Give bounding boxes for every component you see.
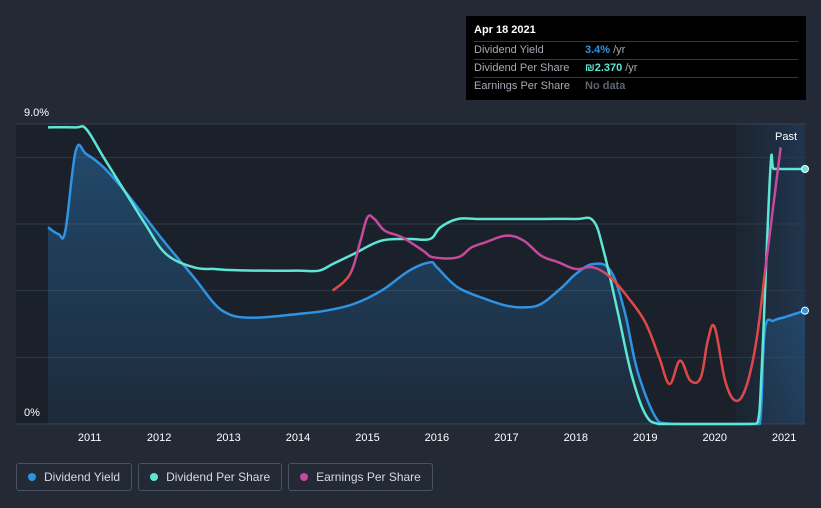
x-tick-label: 2017 (494, 432, 518, 444)
y-tick-label: 9.0% (24, 107, 49, 119)
tooltip-value: 3.4% (585, 44, 611, 56)
dividend-yield-end-marker (801, 306, 809, 315)
tooltip-row-dividend-yield: Dividend Yield 3.4% /yr (474, 42, 798, 60)
tooltip-row-dividend-per-share: Dividend Per Share ₪2.370 /yr (474, 60, 798, 78)
x-tick-label: 2020 (702, 432, 726, 444)
legend-dot-icon (300, 473, 309, 481)
tooltip-row-earnings-per-share: Earnings Per Share No data (474, 78, 798, 95)
x-tick-label: 2021 (772, 432, 796, 444)
x-tick-label: 2012 (147, 432, 171, 444)
tooltip-value: No data (585, 80, 626, 92)
legend-label: Dividend Yield (44, 470, 121, 484)
x-tick-label: 2018 (564, 432, 588, 444)
legend-item-earnings-per-share[interactable]: Earnings Per Share (288, 463, 433, 491)
earnings-per-share-line (331, 147, 782, 403)
y-tick-label: 0% (24, 407, 40, 419)
dividend-per-share-end-marker (801, 165, 809, 173)
legend-dot-icon (28, 473, 36, 481)
legend-item-dividend-yield[interactable]: Dividend Yield (16, 463, 133, 491)
x-tick-label: 2015 (355, 432, 379, 444)
tooltip-unit: /yr (613, 44, 626, 56)
legend-dot-icon (150, 473, 159, 481)
dividend-per-share-line (47, 124, 805, 426)
legend-label: Dividend Per Share (166, 470, 271, 484)
legend-item-dividend-per-share[interactable]: Dividend Per Share (138, 463, 283, 491)
tooltip-label: Dividend Per Share (474, 62, 570, 74)
tooltip-date: Apr 18 2021 (474, 24, 798, 42)
chart-legend: Dividend Yield Dividend Per Share Earnin… (16, 463, 433, 491)
x-tick-label: 2013 (216, 432, 240, 444)
x-tick-label: 2019 (633, 432, 657, 444)
x-tick-label: 2014 (286, 432, 310, 444)
legend-label: Earnings Per Share (316, 470, 421, 484)
x-tick-label: 2016 (425, 432, 449, 444)
tooltip-value: ₪2.370 (585, 62, 623, 74)
dividend-yield-area (48, 144, 805, 424)
tooltip-label: Earnings Per Share (474, 80, 570, 92)
tooltip-unit: /yr (625, 62, 638, 74)
tooltip-label: Dividend Yield (474, 44, 544, 56)
past-label: Past (775, 131, 797, 143)
x-tick-label: 2011 (78, 432, 102, 444)
tooltip-panel: Apr 18 2021 Dividend Yield 3.4% /yr Divi… (466, 16, 806, 100)
